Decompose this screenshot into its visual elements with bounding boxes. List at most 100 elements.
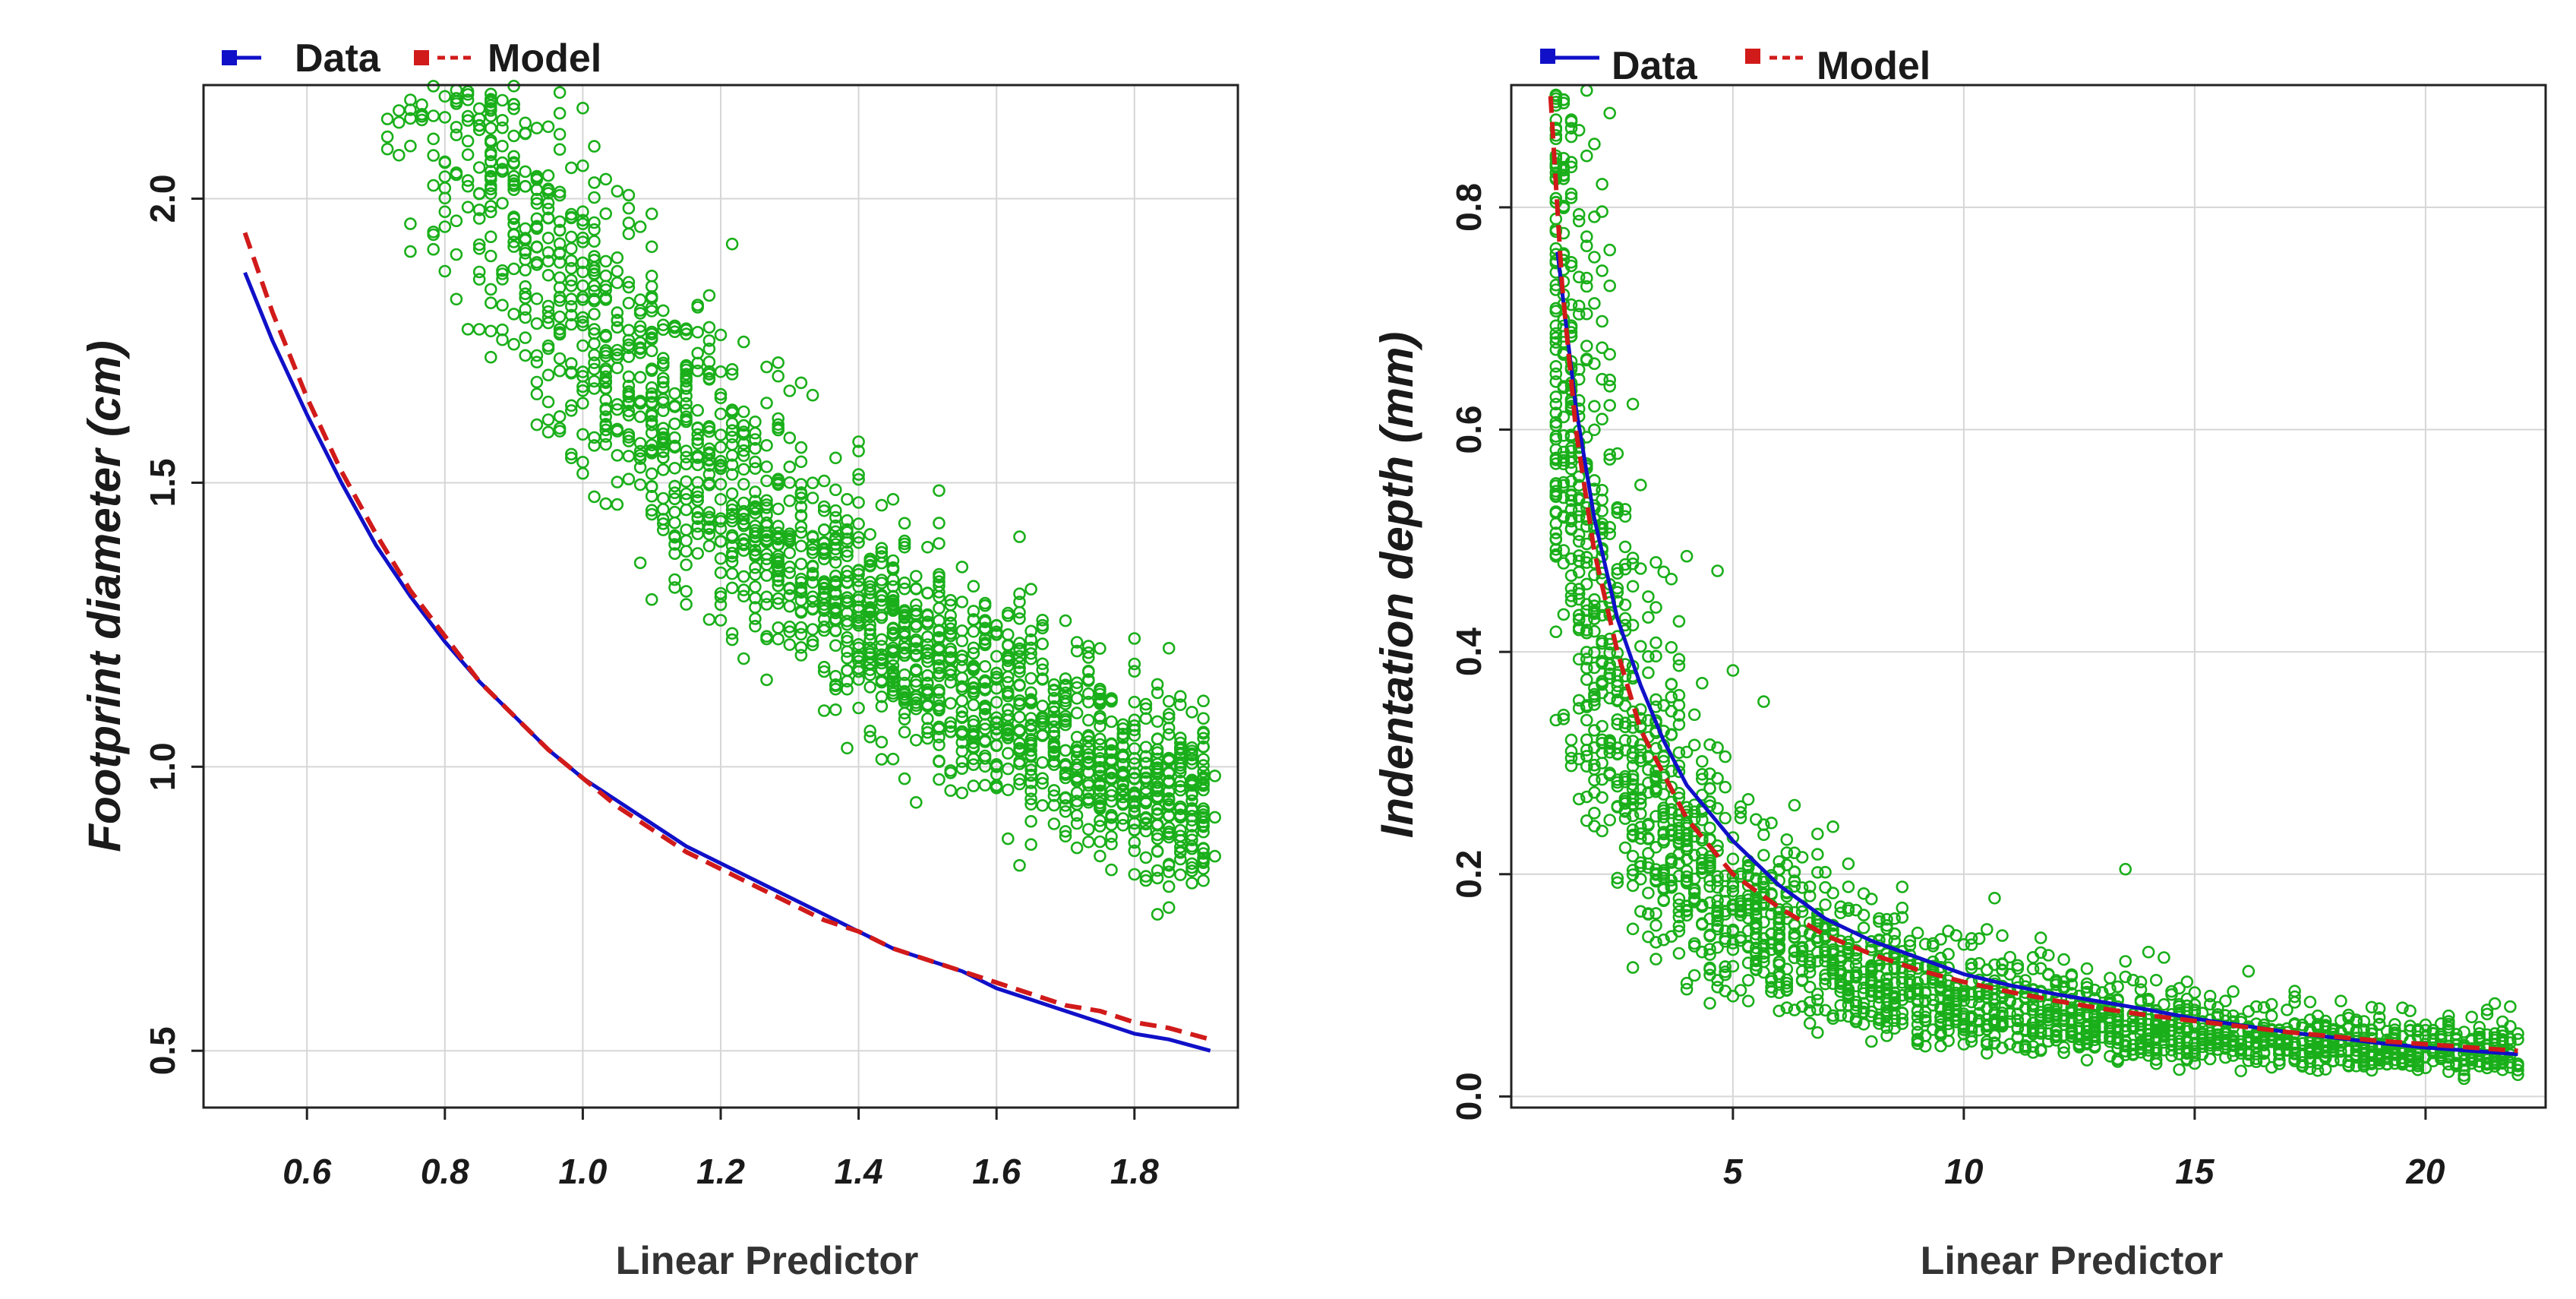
scatter-point <box>450 128 463 141</box>
scatter-point <box>1626 922 1640 936</box>
scatter-point <box>1842 880 1855 893</box>
scatter-point <box>1703 929 1716 943</box>
scatter-point <box>2473 1031 2486 1045</box>
scatter-point <box>841 564 854 578</box>
scatter-point <box>2396 1001 2409 1014</box>
scatter-point <box>1047 789 1061 802</box>
scatter-point <box>1580 149 1593 163</box>
scatter-point <box>2234 1044 2247 1057</box>
scatter-point <box>1174 743 1187 757</box>
scatter-point <box>783 638 797 651</box>
scatter-point <box>1911 994 1924 1007</box>
scatter-point <box>2227 1035 2240 1048</box>
scatter-point <box>1750 900 1763 913</box>
chart-indentation-depth: 5 10 15 20 0.00.20.40.60.8 Linear Predictor… <box>1372 44 2547 1283</box>
scatter-point <box>1094 820 1106 833</box>
scatter-point <box>1047 713 1061 726</box>
scatter-point <box>1557 491 1571 504</box>
scatter-point <box>1564 733 1578 747</box>
scatter-point <box>392 149 406 162</box>
scatter-point <box>1719 968 1732 981</box>
scatter-point <box>910 693 923 706</box>
scatter-point <box>564 279 578 292</box>
scatter-point <box>2334 1054 2347 1067</box>
scatter-point <box>1765 907 1778 921</box>
scatter-point <box>484 350 497 364</box>
scatter-point <box>599 280 613 293</box>
scatter-point <box>588 223 601 236</box>
scatter-point <box>933 517 945 529</box>
scatter-point <box>2211 1031 2224 1045</box>
scatter-point <box>2288 1048 2301 1060</box>
scatter-point <box>967 624 980 638</box>
scatter-point <box>898 691 911 705</box>
scatter-point <box>749 415 762 428</box>
scatter-point <box>668 431 681 444</box>
scatter-point <box>656 433 670 447</box>
scatter-point <box>1013 587 1026 601</box>
scatter-point <box>806 568 819 582</box>
scatter-point <box>564 230 578 244</box>
scatter-point <box>794 500 808 514</box>
scatter-point <box>680 503 693 517</box>
scatter-point <box>2273 1047 2286 1060</box>
scatter-point <box>1795 905 1809 918</box>
scatter-point <box>1611 713 1624 726</box>
scatter-point <box>691 403 705 417</box>
scatter-point <box>1174 780 1187 793</box>
scatter-point <box>944 720 957 733</box>
y-tick-label: 0.0 <box>1449 1072 1488 1120</box>
scatter-point <box>1013 637 1026 650</box>
scatter-point <box>1162 880 1176 893</box>
scatter-point <box>1139 775 1153 788</box>
scatter-point <box>2149 1041 2163 1054</box>
scatter-point <box>599 402 613 416</box>
scatter-point <box>2480 1058 2494 1071</box>
scatter-point <box>1572 124 1586 137</box>
y-tick-label: 0.4 <box>1449 627 1488 676</box>
scatter-point <box>519 180 532 193</box>
scatter-point <box>564 451 578 465</box>
scatter-point <box>1857 921 1870 934</box>
scatter-point <box>484 169 497 183</box>
x-ticks: 0.6 0.8 1.0 1.2 1.4 1.6 1.8 <box>283 1108 1159 1191</box>
scatter-point <box>1174 762 1187 775</box>
scatter-point <box>1642 857 1655 871</box>
scatter-point <box>1002 783 1015 797</box>
scatter-point <box>1842 959 1855 973</box>
scatter-point <box>656 352 670 365</box>
scatter-point <box>725 237 739 251</box>
scatter-point <box>921 677 934 691</box>
scatter-point <box>1680 982 1694 996</box>
scatter-point <box>1696 853 1709 867</box>
scatter-point <box>1059 792 1072 805</box>
scatter-point <box>1642 908 1655 921</box>
scatter-point <box>1603 734 1616 747</box>
scatter-point <box>921 725 934 739</box>
scatter-point <box>737 496 750 510</box>
scatter-point <box>1116 770 1129 782</box>
scatter-point <box>1572 207 1586 221</box>
scatter-point <box>863 730 876 744</box>
scatter-point <box>1672 837 1686 851</box>
scatter-point <box>760 598 773 611</box>
scatter-point <box>910 570 923 583</box>
scatter-point <box>530 171 544 185</box>
scatter-point <box>967 714 980 728</box>
scatter-point <box>564 261 578 275</box>
chart-footprint-diameter: 0.6 0.8 1.0 1.2 1.4 1.6 1.8 0.51.01.52.0 Linea… <box>79 36 1239 1283</box>
scatter-point <box>1572 752 1586 766</box>
scatter-point <box>1116 739 1129 753</box>
scatter-point <box>484 187 497 201</box>
scatter-point <box>852 567 865 581</box>
scatter-point <box>1197 732 1210 745</box>
scatter-point <box>1942 1006 1955 1019</box>
scatter-point <box>588 431 601 444</box>
scatter-point <box>1002 832 1015 845</box>
scatter-point <box>404 139 417 153</box>
scatter-point <box>1819 1003 1832 1017</box>
scatter-point <box>1070 817 1084 830</box>
scatter-point <box>2126 1038 2140 1052</box>
scatter-point <box>886 689 900 703</box>
scatter-point <box>1618 812 1632 825</box>
